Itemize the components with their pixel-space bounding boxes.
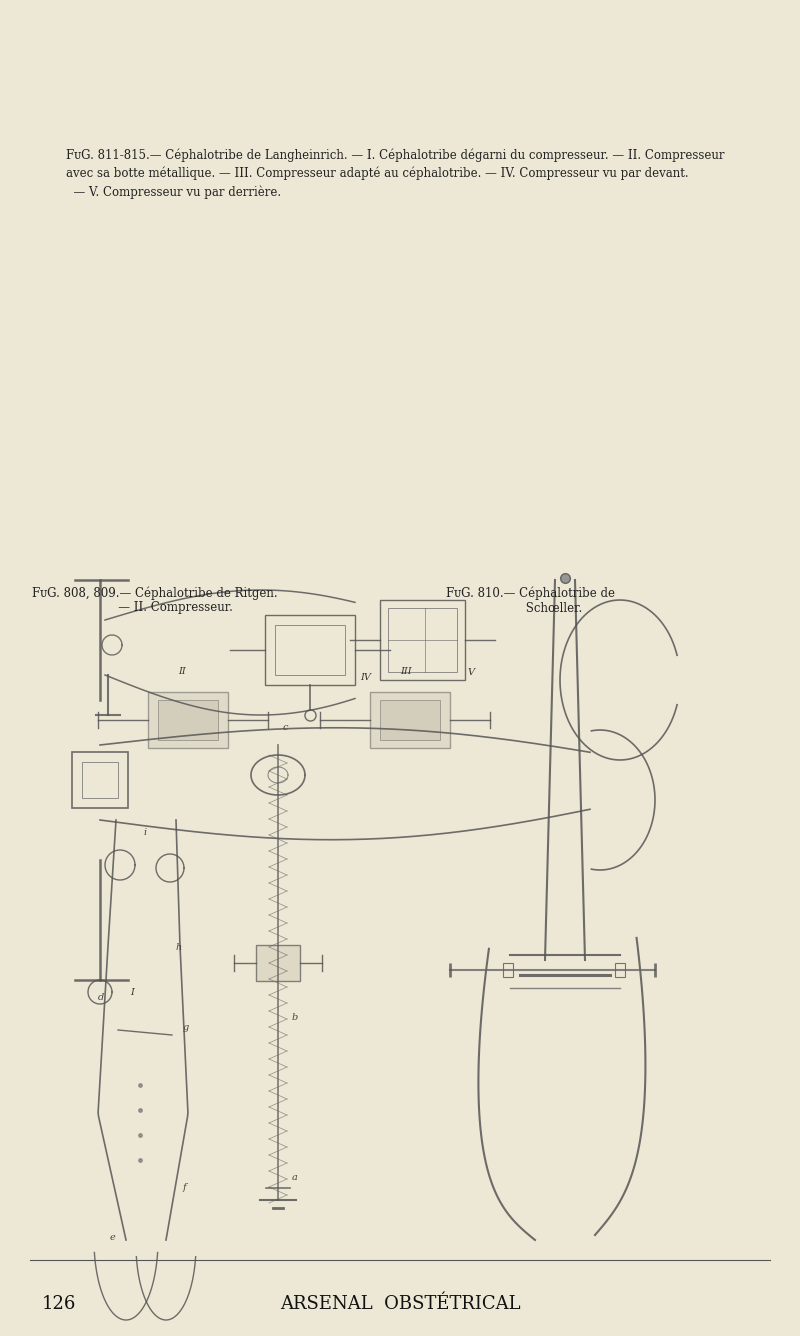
Text: 126: 126 (42, 1295, 76, 1313)
Bar (370, 692, 450, 748)
Text: ARSENAL  OBSTÉTRICAL: ARSENAL OBSTÉTRICAL (280, 1295, 520, 1313)
Text: FᴜG. 811-815.— Céphalotribe de Langheinrich. — I. Céphalotribe dégarni du compre: FᴜG. 811-815.— Céphalotribe de Langheinr… (66, 148, 724, 199)
Text: g: g (183, 1023, 190, 1031)
Text: d: d (98, 993, 104, 1002)
Bar (82, 762, 118, 798)
Text: c: c (283, 723, 289, 732)
Bar (380, 700, 440, 740)
Text: II: II (178, 667, 186, 676)
Text: I: I (130, 989, 134, 997)
Bar (72, 752, 128, 808)
Text: b: b (292, 1013, 298, 1022)
Text: IV: IV (360, 673, 371, 681)
Text: a: a (292, 1173, 298, 1182)
Bar (158, 700, 218, 740)
Text: h: h (176, 943, 182, 953)
Text: FᴜG. 808, 809.— Céphalotribe de Ritgen.
           — II. Compresseur.: FᴜG. 808, 809.— Céphalotribe de Ritgen. … (32, 587, 278, 615)
Bar (148, 692, 228, 748)
Bar (256, 945, 300, 981)
Text: III: III (400, 667, 412, 676)
Bar (265, 615, 355, 685)
Bar (380, 600, 465, 680)
Bar (503, 963, 513, 977)
Text: i: i (143, 828, 146, 836)
Text: f: f (183, 1182, 186, 1192)
Bar (615, 963, 625, 977)
Bar (275, 625, 345, 675)
Bar (388, 608, 457, 672)
Text: V: V (468, 668, 475, 677)
Text: FᴜG. 810.— Céphalotribe de
             Schœller.: FᴜG. 810.— Céphalotribe de Schœller. (446, 587, 614, 615)
Text: e: e (110, 1233, 116, 1242)
